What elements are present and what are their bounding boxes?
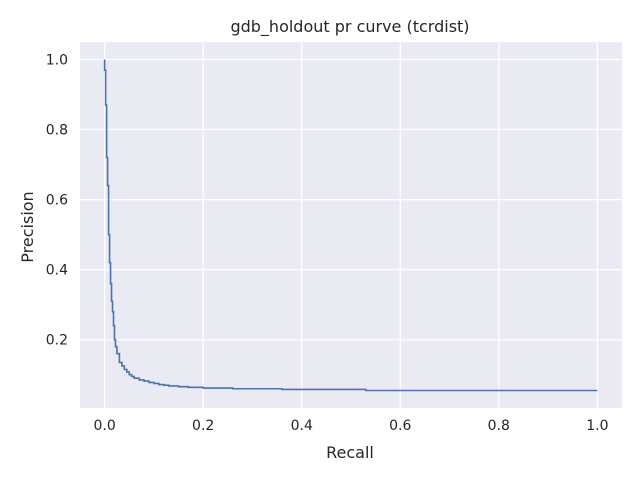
x-tick-label: 0.6 — [389, 418, 411, 434]
x-tick-label: 0.2 — [192, 418, 214, 434]
chart-title: gdb_holdout pr curve (tcrdist) — [230, 17, 469, 37]
y-tick-label: 0.4 — [46, 263, 68, 279]
x-axis-ticks: 0.0 0.2 0.4 0.6 0.8 1.0 — [94, 418, 609, 434]
x-axis-label: Recall — [326, 443, 374, 462]
pr-curve-line — [103, 59, 598, 392]
y-axis-ticks: 0.2 0.4 0.6 0.8 1.0 — [46, 53, 68, 349]
x-tick-label: 0.4 — [291, 418, 313, 434]
series-group — [103, 59, 598, 392]
y-tick-label: 0.6 — [46, 193, 68, 209]
x-tick-label: 0.0 — [94, 418, 116, 434]
y-axis-label: Precision — [18, 191, 37, 262]
y-tick-label: 1.0 — [46, 53, 68, 69]
y-tick-label: 0.8 — [46, 123, 68, 139]
x-tick-label: 0.8 — [488, 418, 510, 434]
y-tick-label: 0.2 — [46, 333, 68, 349]
grid — [80, 42, 622, 408]
plot-area — [80, 42, 622, 408]
x-tick-label: 1.0 — [586, 418, 608, 434]
